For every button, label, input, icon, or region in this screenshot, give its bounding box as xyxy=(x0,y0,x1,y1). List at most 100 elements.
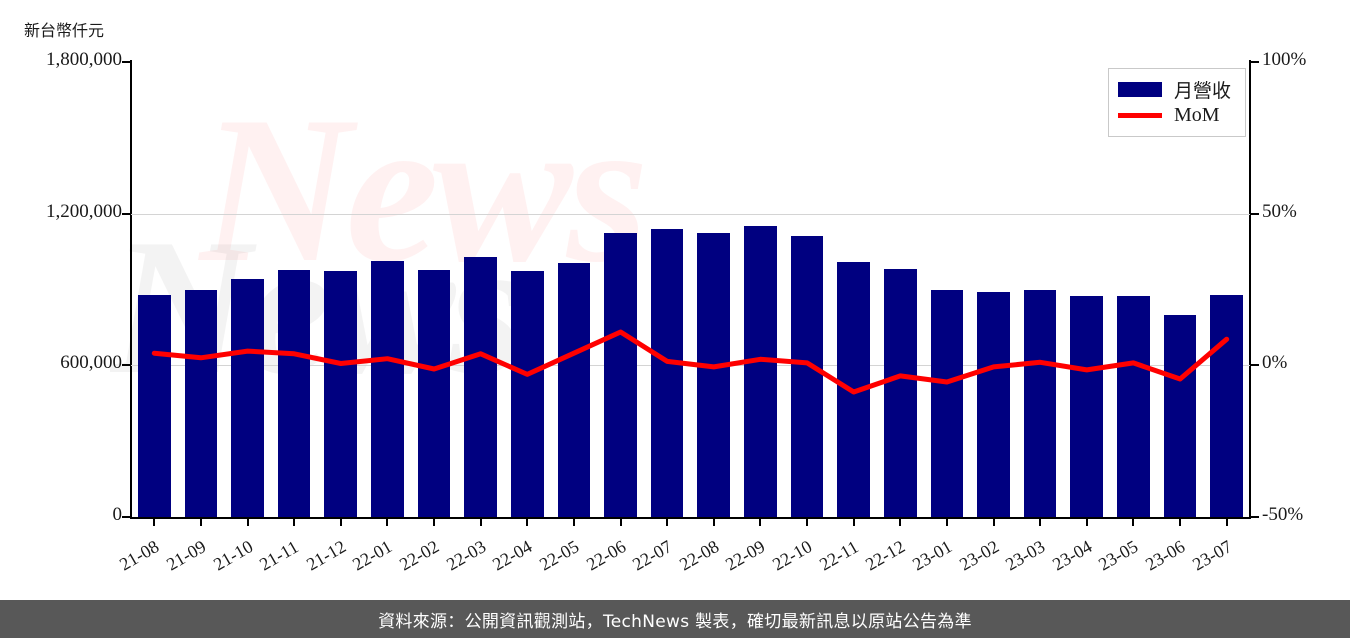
y2-tick xyxy=(1250,61,1259,63)
x-axis xyxy=(131,517,1250,519)
x-tick xyxy=(572,517,575,526)
x-tick xyxy=(1039,517,1042,526)
y-tick xyxy=(122,516,131,518)
x-tick-label: 22-02 xyxy=(396,536,443,575)
x-tick xyxy=(666,517,669,526)
x-tick xyxy=(1179,517,1182,526)
y2-tick xyxy=(1250,364,1259,367)
y-tick xyxy=(122,61,131,63)
x-tick xyxy=(759,517,762,526)
bar xyxy=(137,295,171,517)
bar xyxy=(790,236,824,517)
bar xyxy=(510,270,544,517)
bar xyxy=(417,270,451,517)
x-tick-label: 21-10 xyxy=(209,536,256,575)
gridline xyxy=(131,213,1250,215)
footer-source-text: 資料來源：公開資訊觀測站，TechNews 製表，確切最新訊息以原站公告為準 xyxy=(378,611,972,632)
x-tick-label: 22-04 xyxy=(489,536,536,575)
x-tick-label: 23-01 xyxy=(908,536,956,575)
y-tick xyxy=(122,364,131,367)
mom-line-series xyxy=(151,329,1230,395)
x-tick-label: 23-03 xyxy=(1002,536,1049,575)
bar xyxy=(557,262,591,517)
y2-tick-label: 100% xyxy=(1262,49,1307,70)
bar xyxy=(744,226,777,517)
x-tick xyxy=(992,517,995,526)
bar xyxy=(464,256,497,517)
bar xyxy=(977,291,1010,517)
x-tick-label: 21-08 xyxy=(116,536,163,575)
bar xyxy=(184,289,218,517)
x-tick xyxy=(433,517,436,526)
x-tick xyxy=(945,517,948,526)
y-tick-label: 600,000 xyxy=(60,352,122,374)
y-tick-label: 1,200,000 xyxy=(46,200,122,222)
x-tick-label: 22-11 xyxy=(815,536,862,575)
x-tick-label: 23-06 xyxy=(1142,536,1189,575)
x-tick-label: 22-03 xyxy=(442,536,490,575)
x-tick xyxy=(386,517,389,526)
y-tick-label: 1,800,000 xyxy=(46,49,122,70)
bar xyxy=(930,289,964,517)
footer-bar: 資料來源：公開資訊觀測站，TechNews 製表，確切最新訊息以原站公告為準 xyxy=(0,600,1350,638)
x-tick xyxy=(199,517,202,526)
x-tick-label: 22-01 xyxy=(349,536,396,575)
chart-legend: 月營收 MoM xyxy=(1108,68,1246,137)
y2-tick xyxy=(1250,212,1259,215)
y-axis-right xyxy=(1249,60,1251,519)
legend-item-label: MoM xyxy=(1174,103,1220,126)
y-axis-left xyxy=(130,60,132,519)
legend-line-swatch-icon xyxy=(1118,112,1162,118)
x-tick-label: 23-04 xyxy=(1048,536,1096,575)
y-tick xyxy=(122,212,131,215)
x-tick-label: 22-06 xyxy=(582,536,629,575)
x-tick-label: 21-12 xyxy=(302,536,350,575)
plot-area xyxy=(131,62,1250,517)
legend-item-label: 月營收 xyxy=(1174,79,1232,102)
x-tick xyxy=(526,517,529,526)
legend-bar-swatch-icon xyxy=(1118,81,1162,97)
x-tick-label: 22-05 xyxy=(535,536,583,575)
bar xyxy=(1163,314,1197,517)
x-tick-label: 21-11 xyxy=(256,536,302,575)
y2-tick-label: 0% xyxy=(1262,352,1288,374)
y-axis-unit-caption: 新台幣仟元 xyxy=(24,21,105,40)
x-tick xyxy=(1085,517,1088,526)
x-tick xyxy=(246,517,249,526)
bar xyxy=(231,278,264,517)
x-tick-label: 22-07 xyxy=(629,536,676,575)
y-tick-label: 0 xyxy=(112,504,123,525)
x-tick-label: 21-09 xyxy=(162,536,210,575)
bar xyxy=(371,261,404,517)
bar xyxy=(277,269,311,517)
bar xyxy=(697,233,731,517)
x-tick xyxy=(712,517,715,526)
x-tick-label: 23-07 xyxy=(1188,536,1236,575)
x-tick xyxy=(1225,517,1228,526)
x-tick-label: 23-02 xyxy=(955,536,1002,575)
y2-tick-label: -50% xyxy=(1262,504,1304,525)
x-tick-label: 23-05 xyxy=(1095,536,1142,575)
x-tick xyxy=(852,517,855,526)
x-tick xyxy=(806,517,809,526)
x-tick-label: 22-08 xyxy=(675,536,723,575)
x-tick-label: 22-12 xyxy=(862,536,909,575)
x-tick xyxy=(1132,517,1135,526)
x-tick xyxy=(479,517,482,526)
bar xyxy=(883,269,917,517)
x-tick xyxy=(899,517,902,526)
legend-item[interactable]: MoM xyxy=(1118,102,1236,128)
bar xyxy=(324,271,358,517)
y2-tick-label: 50% xyxy=(1262,200,1297,222)
x-tick xyxy=(339,517,342,526)
x-tick xyxy=(619,517,622,526)
y2-tick xyxy=(1250,516,1259,518)
bar xyxy=(1023,290,1057,517)
x-tick xyxy=(153,517,156,526)
bar xyxy=(650,228,684,517)
bar xyxy=(604,232,637,517)
legend-item[interactable]: 月營收 xyxy=(1118,76,1236,102)
x-tick xyxy=(293,517,296,526)
x-tick-label: 22-09 xyxy=(722,536,769,575)
